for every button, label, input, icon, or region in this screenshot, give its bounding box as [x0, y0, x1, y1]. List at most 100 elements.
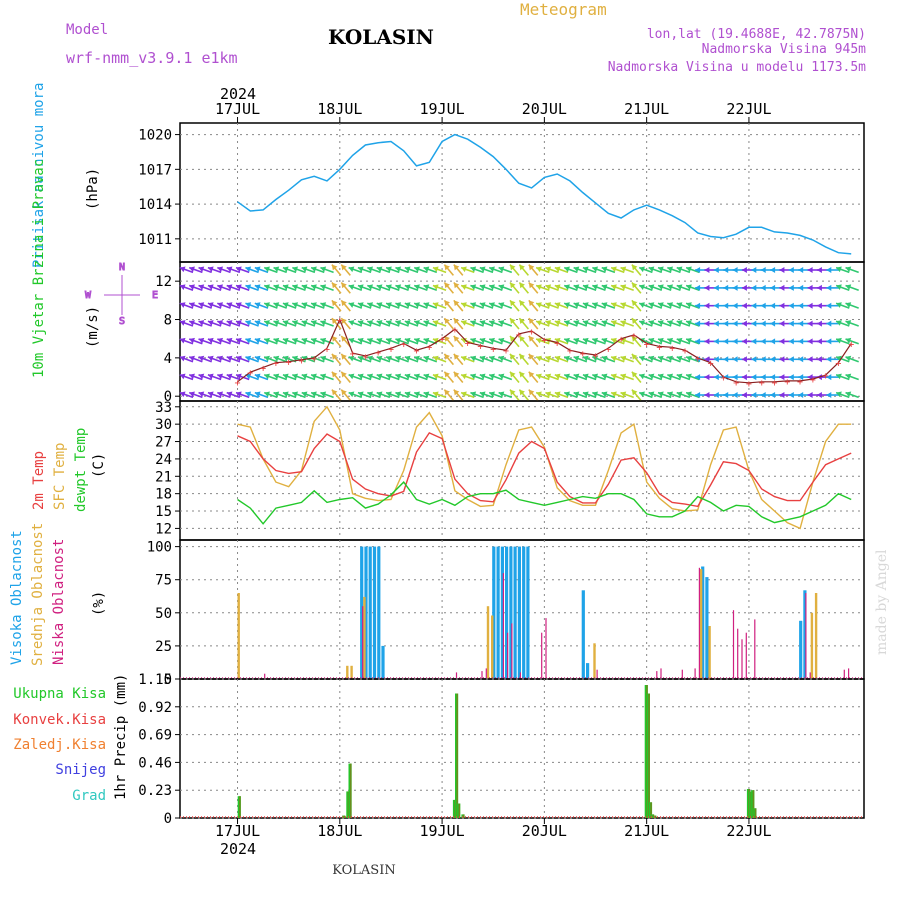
y-tick-label: 1020 [138, 128, 172, 144]
wind-arrow [367, 355, 381, 363]
dewpt-temp-line [237, 481, 852, 525]
wind-arrow [582, 266, 597, 274]
cloud-bar-low [809, 672, 811, 679]
wind-arrow [528, 264, 539, 276]
wind-arrow-head [788, 374, 794, 381]
wind-arrow-head [367, 337, 374, 344]
wind-arrow-head [348, 320, 355, 326]
wind-arrow [273, 373, 287, 381]
y-tick-label: 100 [147, 540, 172, 556]
wind-arrow [470, 320, 484, 327]
y-tick-label: 1014 [138, 197, 172, 213]
wind-arrow [648, 337, 663, 345]
wind-arrow-head [760, 338, 766, 345]
wind-arrow-head [798, 302, 804, 309]
wind-speed-marker: + [286, 358, 292, 369]
temp-ylabel-sfc: SFC Temp [52, 443, 68, 510]
wind-arrow [217, 355, 231, 363]
wind-arrow-head [704, 392, 710, 398]
wind-arrow-head [341, 282, 347, 289]
wind-speed-marker: + [529, 327, 535, 338]
wind-arrow-head [498, 284, 505, 291]
wind-arrow-head [273, 284, 280, 291]
wind-arrow-head [282, 284, 289, 291]
wind-arrow [573, 266, 588, 274]
wind-arrow [826, 320, 841, 327]
wind-arrow-head [395, 266, 402, 273]
wind-arrow [845, 266, 859, 274]
wind-arrow [310, 320, 325, 327]
wind-arrow-head [723, 320, 729, 327]
wind-arrow-head [386, 320, 392, 326]
wind-arrow-head [423, 391, 430, 398]
wind-arrow-head [264, 373, 270, 380]
wind-arrow-head [713, 338, 719, 345]
wind-arrow-head [217, 302, 224, 308]
wind-arrow-head [836, 284, 842, 291]
wind-arrow [573, 302, 588, 309]
wind-arrow-head [788, 356, 794, 363]
cloud-bar-low [511, 623, 513, 679]
meteogram-title: Meteogram [520, 0, 607, 19]
wind-arrow-head [198, 320, 205, 326]
wind-arrow-head [695, 320, 701, 327]
wind-arrow-head [528, 318, 535, 324]
wind-arrow-head [564, 391, 570, 398]
wind-arrow-head [357, 391, 364, 398]
wind-arrow [367, 337, 381, 345]
wind-arrow-head [751, 320, 757, 327]
wind-arrow-head [404, 266, 411, 273]
wind-arrow-head [461, 284, 467, 291]
wind-arrow [845, 391, 859, 399]
wind-arrow [648, 302, 663, 309]
wind-arrow-head [788, 302, 794, 309]
day-label-top: 19JUL [420, 100, 465, 118]
wind-speed-marker: + [388, 344, 394, 355]
wind-arrow [413, 266, 428, 274]
wind-arrow [610, 373, 625, 381]
y-tick-label: 15 [155, 504, 172, 520]
wind-arrow [188, 391, 203, 399]
wind-arrow [235, 337, 250, 345]
wind-arrow-head [573, 302, 580, 308]
wind-arrow [320, 284, 334, 292]
wind-arrow-head [631, 264, 638, 271]
wind-arrow [535, 266, 550, 274]
wind-arrow-head [217, 373, 224, 380]
wind-arrow [592, 320, 606, 327]
wind-arrow-head [676, 337, 683, 344]
wind-arrow [301, 373, 316, 381]
wind-arrow-head [341, 300, 347, 307]
wind-arrow-head [386, 266, 392, 273]
wind-arrow [235, 391, 250, 399]
wind-arrow-head [273, 355, 280, 362]
wind-arrow-head [807, 374, 813, 381]
wind-arrow-head [582, 373, 589, 380]
wind-arrow-head [367, 373, 374, 380]
wind-arrow [657, 373, 672, 381]
wind-arrow-head [479, 337, 486, 344]
wind-arrow [453, 299, 464, 312]
wind-arrow [385, 355, 400, 363]
wind-arrow-head [639, 266, 645, 273]
wind-arrow-head [741, 302, 747, 309]
wind-arrow-head [453, 336, 460, 342]
wind-arrow [453, 353, 464, 366]
wind-arrow-head [331, 353, 338, 360]
wind-arrow-head [367, 284, 374, 291]
wind-arrow [340, 317, 351, 330]
wind-arrow [235, 320, 250, 327]
wind-arrow-head [639, 355, 645, 362]
wind-arrow-head [376, 320, 383, 326]
wind-arrow [404, 266, 419, 274]
wind-arrow [470, 373, 484, 381]
wind-speed-marker: + [477, 341, 483, 352]
wind-arrow-head [779, 284, 785, 291]
wind-arrow-head [423, 337, 430, 344]
wind-arrow [488, 284, 503, 292]
wind-arrow [404, 373, 419, 381]
wind-arrow [509, 371, 520, 383]
wind-arrow-head [639, 284, 645, 291]
wind-speed-marker: + [452, 325, 458, 336]
wind-arrow-head [836, 373, 842, 380]
